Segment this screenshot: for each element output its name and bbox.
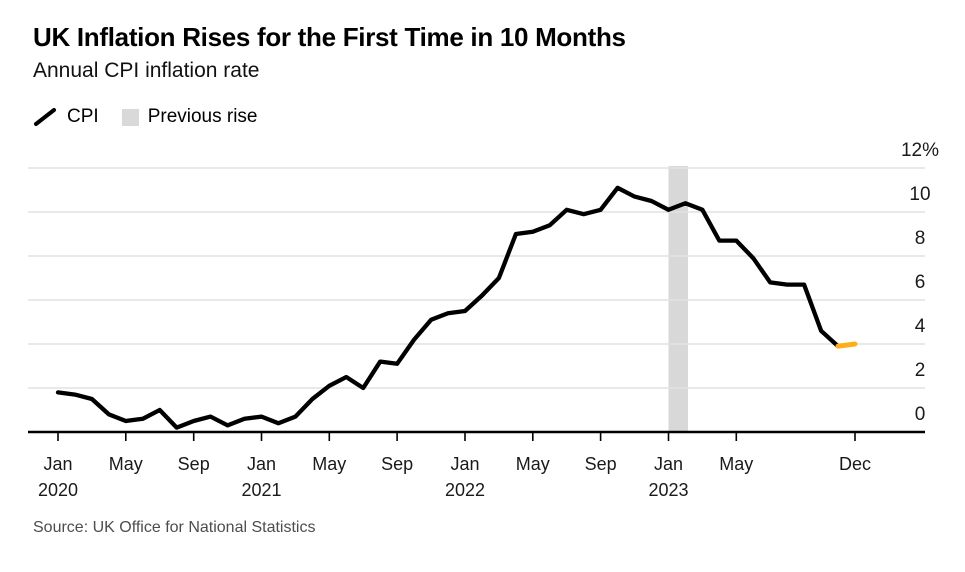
y-axis-label: 0 <box>915 404 926 425</box>
legend-item-previous-rise: Previous rise <box>121 106 258 128</box>
x-axis-label-month: Jan <box>450 454 479 474</box>
x-axis-label-month: Sep <box>178 454 210 474</box>
y-axis-label: 4 <box>915 316 926 337</box>
cpi-line-highlight-segment <box>835 341 858 349</box>
x-axis-label-year: 2021 <box>241 480 281 500</box>
legend-item-cpi: CPI <box>33 106 99 128</box>
y-axis-label: 8 <box>915 228 926 249</box>
chart-legend: CPI Previous rise <box>33 106 258 128</box>
x-axis-label-month: May <box>109 454 143 474</box>
y-axis-label: 6 <box>915 272 926 293</box>
x-axis-label-year: 2022 <box>445 480 485 500</box>
x-axis-label-month: Jan <box>654 454 683 474</box>
previous-rise-band <box>668 166 688 431</box>
line-series-swatch-icon <box>34 108 56 126</box>
legend-label-cpi: CPI <box>67 106 99 127</box>
cpi-line <box>55 185 841 430</box>
x-axis-label-month: Sep <box>381 454 413 474</box>
band-swatch-icon <box>121 108 139 126</box>
x-axis-label-month: May <box>719 454 753 474</box>
x-axis-label-year: 2020 <box>38 480 78 500</box>
x-axis-label-month: Sep <box>585 454 617 474</box>
y-axis-label: 12% <box>901 140 939 161</box>
x-axis-label-year: 2023 <box>648 480 688 500</box>
chart-title: UK Inflation Rises for the First Time in… <box>33 22 626 52</box>
x-axis-label-month: Jan <box>43 454 72 474</box>
y-axis-label: 10 <box>909 184 930 205</box>
x-axis-label-month: May <box>516 454 550 474</box>
x-axis-label-month: Jan <box>247 454 276 474</box>
x-axis-label-month: Dec <box>839 454 871 474</box>
legend-label-previous-rise: Previous rise <box>147 106 258 127</box>
x-axis-label-month: May <box>312 454 346 474</box>
y-axis-label: 2 <box>915 360 926 381</box>
source-attribution: Source: UK Office for National Statistic… <box>33 519 316 536</box>
cpi-line-chart: 0 2 4 6 8 10 12% Jan 2020 May Sep Jan 2021 May Sep Jan 2… <box>28 140 939 500</box>
chart-subtitle: Annual CPI inflation rate <box>33 59 260 82</box>
